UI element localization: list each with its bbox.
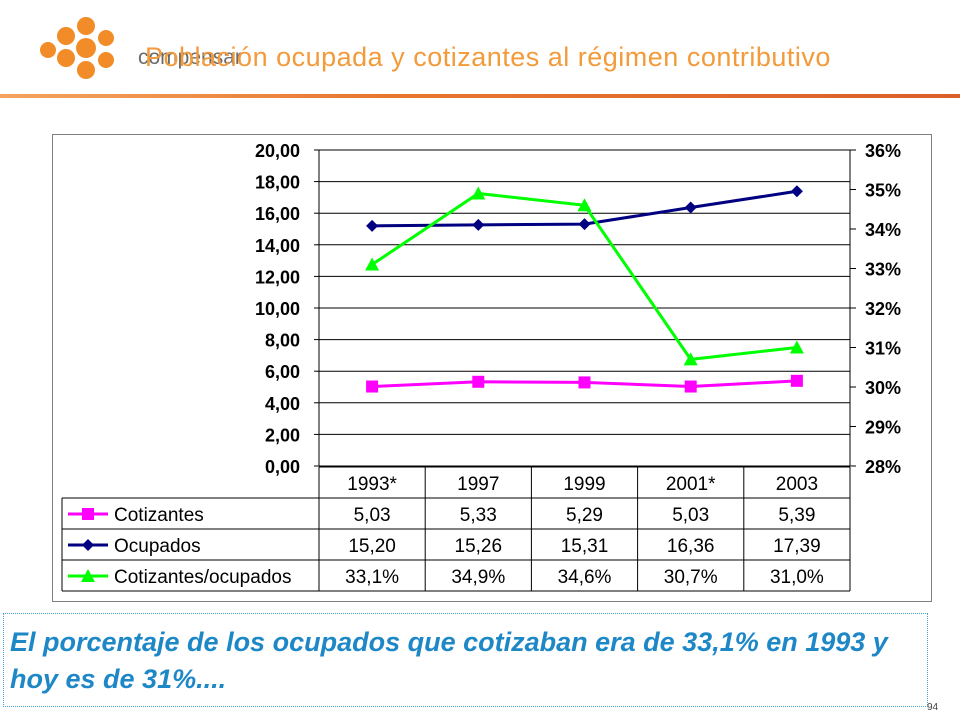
right-tick-label: 34% <box>865 220 901 240</box>
left-tick-label: 0,00 <box>265 457 300 477</box>
category-label: 1999 <box>563 474 605 495</box>
category-label: 1993* <box>347 474 397 495</box>
left-tick-label: 10,00 <box>255 299 300 319</box>
legend-label: Ocupados <box>114 536 201 557</box>
table-cell-value: 34,9% <box>451 567 505 588</box>
left-tick-label: 12,00 <box>255 267 300 287</box>
table-cell-value: 15,20 <box>348 536 396 557</box>
table-cell-value: 17,39 <box>773 536 821 557</box>
category-label: 1997 <box>457 474 499 495</box>
data-point-cotizantes <box>684 380 697 393</box>
data-point-cotizantes <box>578 376 591 389</box>
legend-key-marker <box>82 508 94 520</box>
table-cell-value: 33,1% <box>345 567 399 588</box>
right-tick-label: 33% <box>865 260 901 280</box>
right-tick-label: 31% <box>865 339 901 359</box>
data-point-ocupados <box>790 185 803 198</box>
legend-label: Cotizantes/ocupados <box>114 567 291 588</box>
data-point-ocupados <box>366 219 379 232</box>
right-tick-label: 36% <box>865 141 901 161</box>
table-cell-value: 16,36 <box>667 536 715 557</box>
left-tick-label: 8,00 <box>265 331 300 351</box>
data-point-cotizantes <box>366 380 379 393</box>
legend-key-marker <box>82 539 94 551</box>
data-point-cotizantes-ocupados <box>365 257 380 271</box>
left-tick-label: 20,00 <box>255 141 300 161</box>
category-label: 2001* <box>666 474 716 495</box>
left-tick-label: 14,00 <box>255 236 300 256</box>
data-point-cotizantes <box>790 374 803 387</box>
note-text: El porcentaje de los ocupados que cotiza… <box>10 627 888 694</box>
right-tick-label: 29% <box>865 418 901 438</box>
right-tick-label: 28% <box>865 457 901 477</box>
compensar-logo: compensar <box>36 14 242 90</box>
table-cell-value: 5,03 <box>354 505 391 526</box>
data-point-cotizantes-ocupados <box>577 198 592 212</box>
logo-text: compensar <box>138 46 242 69</box>
data-point-ocupados <box>472 218 485 231</box>
title-divider <box>0 94 960 98</box>
chart-frame <box>52 134 932 602</box>
data-point-cotizantes-ocupados <box>471 186 486 200</box>
left-tick-label: 18,00 <box>255 173 300 193</box>
left-tick-label: 2,00 <box>265 425 300 445</box>
category-label: 2003 <box>776 474 818 495</box>
page-title: Población ocupada y cotizantes al régime… <box>145 42 831 72</box>
left-tick-label: 4,00 <box>265 394 300 414</box>
data-point-ocupados <box>578 218 591 231</box>
data-point-cotizantes-ocupados <box>789 340 804 354</box>
legend-key-marker <box>81 569 95 582</box>
table-cell-value: 5,29 <box>566 505 603 526</box>
left-tick-label: 16,00 <box>255 204 300 224</box>
table-cell-value: 15,26 <box>455 536 503 557</box>
right-tick-label: 32% <box>865 299 901 319</box>
data-point-cotizantes <box>472 375 485 388</box>
note-box: El porcentaje de los ocupados que cotiza… <box>3 613 928 707</box>
table-cell-value: 15,31 <box>561 536 609 557</box>
legend-label: Cotizantes <box>114 505 204 526</box>
right-tick-label: 35% <box>865 181 901 201</box>
page-number: 94 <box>927 702 939 713</box>
logo-dots-icon <box>40 17 114 79</box>
table-cell-value: 5,33 <box>460 505 497 526</box>
table-cell-value: 30,7% <box>664 567 718 588</box>
table-cell-value: 34,6% <box>558 567 612 588</box>
right-tick-label: 30% <box>865 378 901 398</box>
data-point-cotizantes-ocupados <box>683 352 698 366</box>
table-cell-value: 31,0% <box>770 567 824 588</box>
table-cell-value: 5,03 <box>672 505 709 526</box>
left-tick-label: 6,00 <box>265 362 300 382</box>
table-cell-value: 5,39 <box>778 505 815 526</box>
data-point-ocupados <box>684 201 697 214</box>
